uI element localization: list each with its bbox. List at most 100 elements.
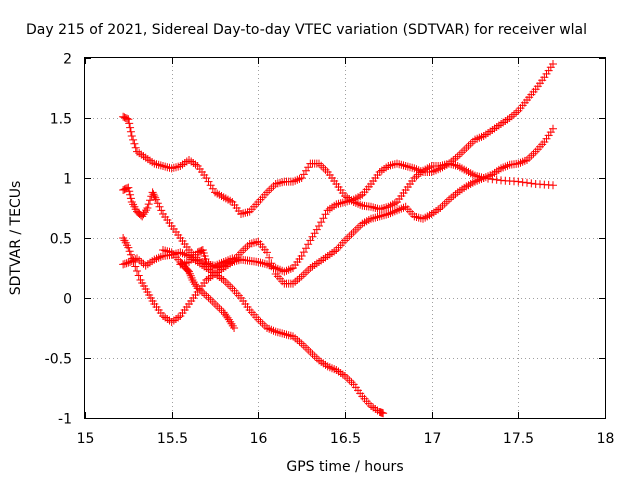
data-point [473,176,482,185]
data-point [458,148,466,157]
data-point [141,153,150,162]
data-point [154,160,163,169]
x-tick-label: 17 [424,431,442,447]
data-point [200,262,209,271]
data-point [174,162,183,171]
data-point [308,350,317,359]
data-point [395,205,404,214]
data-point [351,225,360,234]
data-point [466,139,475,148]
data-point [152,195,161,204]
data-point [217,306,226,315]
data-point [206,295,215,304]
x-tick-label: 16.5 [330,431,361,447]
data-point [549,181,557,190]
data-point [120,259,129,268]
data-point [323,362,332,371]
data-point [486,127,495,136]
data-point [226,282,235,291]
x-tick-labels: 15 15.5 16 16.5 17 17.5 18 [77,431,615,447]
data-point [124,183,133,192]
data-point [174,313,183,322]
data-point [126,190,135,199]
data-point [124,258,133,267]
data-point [345,376,354,385]
data-point [304,345,313,354]
data-point [230,324,239,332]
y-axis-label: SDTVAR / TECUs [8,181,24,296]
data-point [323,252,332,260]
series-track-f [176,246,245,272]
data-point [302,244,310,253]
data-point [343,374,352,383]
data-point [180,259,189,268]
data-point [399,161,408,170]
data-point [466,169,475,178]
data-point [135,149,144,158]
data-point [401,162,410,170]
data-point [271,327,280,336]
data-point [148,257,157,266]
plot-frame [84,57,606,419]
data-point [440,199,449,208]
data-point [299,248,308,257]
data-point [382,163,391,172]
data-point [139,210,148,219]
data-point [299,170,308,179]
data-point [442,197,451,206]
data-point [466,180,475,188]
data-point [131,143,140,152]
data-point [499,118,508,127]
data-point [206,181,215,190]
data-point [356,192,365,200]
data-point [219,276,228,284]
x-tick-label: 18 [597,431,615,447]
data-point [126,127,135,136]
data-point [312,225,321,234]
data-point [451,154,460,163]
data-point [130,139,139,148]
data-point [416,214,425,223]
data-point [321,165,330,174]
data-point [278,178,287,187]
data-point [310,352,319,361]
data-point [149,190,158,199]
data-point [379,409,388,418]
data-point [258,259,267,268]
data-point [192,282,201,291]
x-tick-label: 17.5 [503,431,534,447]
data-point [317,218,326,227]
data-point [453,162,462,170]
data-point [319,214,328,223]
data-point [380,211,388,220]
data-point [227,319,236,328]
data-point [256,317,265,326]
data-point [295,337,304,346]
data-point [219,261,228,270]
data-point [356,221,365,230]
data-point [373,213,382,221]
data-point [302,268,310,277]
data-point [312,354,321,363]
data-point [208,297,217,306]
data-point [185,267,193,276]
data-point [455,150,464,159]
data-point [460,165,469,174]
data-point [221,278,230,287]
data-point [180,159,189,167]
data-point [161,246,170,255]
data-point [226,258,235,267]
data-point [143,204,152,212]
data-point [434,165,443,174]
data-point [349,195,358,204]
data-point [267,184,276,193]
data-point [265,261,274,270]
data-point [460,183,469,192]
data-point [167,318,176,326]
data-point [382,203,391,212]
data-point [123,114,132,123]
data-point [129,258,138,266]
data-point [193,284,202,293]
data-point [293,276,302,284]
data-point [193,258,202,266]
